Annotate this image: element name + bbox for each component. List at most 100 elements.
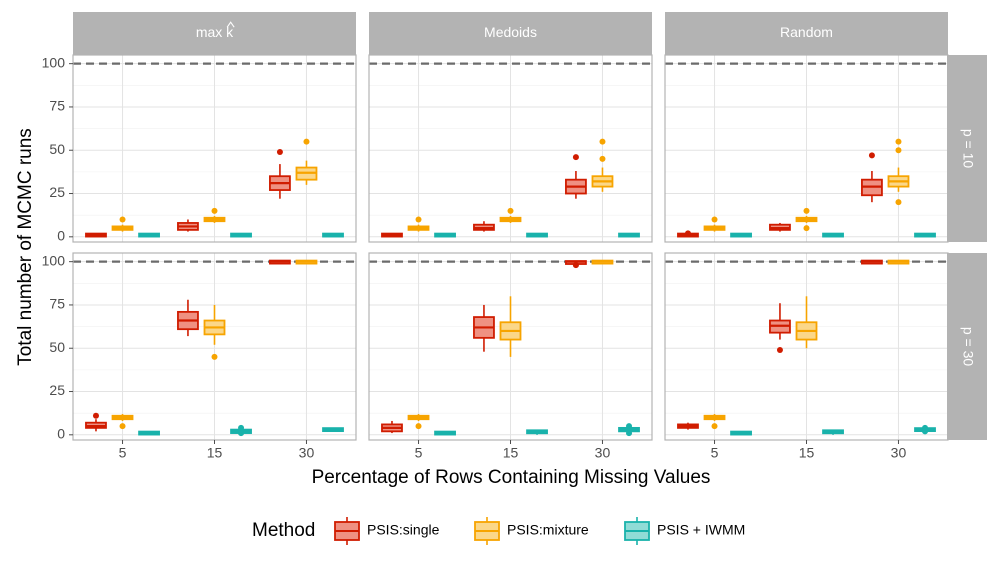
box-psis-iwmm-15 <box>230 232 252 238</box>
strip-background <box>665 12 948 55</box>
hat-accent <box>226 21 235 28</box>
outlier-point <box>211 207 218 214</box>
box-psis-single-15 <box>473 221 495 232</box>
legend-label: PSIS:single <box>367 522 440 538</box>
outlier-point <box>238 424 245 431</box>
x-axis-title: Percentage of Rows Containing Missing Va… <box>312 467 711 488</box>
x-tick-label: 30 <box>299 445 315 461</box>
y-tick-label: 25 <box>49 382 65 398</box>
outlier-point <box>803 225 810 232</box>
box-psis-mixture-15 <box>499 207 522 223</box>
box-psis-iwmm-5 <box>138 232 160 238</box>
box-psis-iwmm-15 <box>822 232 844 238</box>
outlier-point <box>776 346 783 353</box>
x-tick-label: 5 <box>711 445 719 461</box>
box-psis-iwmm-30 <box>618 423 640 437</box>
box-psis-iwmm-30 <box>322 232 344 238</box>
box-psis-mixture-30 <box>295 138 318 185</box>
x-tick-label: 5 <box>415 445 423 461</box>
y-tick-label: 100 <box>42 54 66 70</box>
y-tick-label: 0 <box>57 228 65 244</box>
box-psis-mixture-15 <box>499 296 522 357</box>
outlier-point <box>895 138 902 145</box>
outlier-point <box>868 152 875 159</box>
outlier-point <box>711 423 718 430</box>
outlier-point <box>599 155 606 162</box>
y-tick-label: 75 <box>49 98 65 114</box>
outlier-point <box>415 216 422 223</box>
box-psis-single-5 <box>677 230 699 238</box>
outlier-point <box>572 154 579 161</box>
legend-label: PSIS + IWMM <box>657 522 745 538</box>
outlier-point <box>119 423 126 430</box>
outlier-point <box>895 147 902 154</box>
legend-label: PSIS:mixture <box>507 522 589 538</box>
outlier-point <box>276 148 283 155</box>
panel-p-30-max-k <box>72 252 357 441</box>
box-psis-iwmm-15 <box>230 424 252 437</box>
box-psis-single-15 <box>769 222 791 232</box>
x-tick-label: 30 <box>891 445 907 461</box>
strip-background <box>369 12 652 55</box>
outlier-point <box>626 423 633 430</box>
box-psis-mixture-30 <box>887 259 910 265</box>
outlier-point <box>711 216 718 223</box>
x-tick-label: 30 <box>595 445 611 461</box>
outlier-point <box>119 216 126 223</box>
box-psis-mixture-30 <box>887 138 910 206</box>
box-psis-single-30 <box>861 152 883 203</box>
box-psis-mixture-5 <box>111 216 134 232</box>
y-tick-label: 50 <box>49 339 65 355</box>
box-psis-iwmm-5 <box>730 232 752 238</box>
panel-p-30-medoids <box>368 252 653 441</box>
outlier-point <box>303 138 310 145</box>
outlier-point <box>92 412 99 419</box>
strip-background <box>73 12 356 55</box>
box-psis-iwmm-30 <box>322 427 344 433</box>
box-psis-mixture-5 <box>703 414 726 430</box>
strip-medoids: Medoids <box>369 12 652 55</box>
legend-entry-psis-single: PSIS:single <box>334 517 440 545</box>
box-psis-single-30 <box>565 260 587 269</box>
facet-strips: max k Medoids Random p = 10 p = 30 <box>73 12 987 440</box>
box-psis-single-5 <box>85 412 107 432</box>
panel-p-10-random <box>664 54 949 243</box>
outlier-point <box>238 430 245 437</box>
x-tick-label: 15 <box>207 445 223 461</box>
outlier-point <box>599 138 606 145</box>
box-psis-iwmm-15 <box>526 429 548 435</box>
box-psis-single-30 <box>269 259 291 265</box>
strip-p-30: p = 30 <box>947 253 987 440</box>
strip-label: Random <box>780 24 833 40</box>
box-psis-single-5 <box>381 420 403 434</box>
outlier-point <box>626 430 633 437</box>
outlier-point <box>922 424 929 431</box>
box-psis-mixture-15 <box>203 207 226 223</box>
outlier-point <box>803 207 810 214</box>
legend-title: Method <box>252 520 315 541</box>
box-psis-single-5 <box>85 232 107 238</box>
outlier-point <box>415 423 422 430</box>
strip-max-k: max k <box>73 12 356 55</box>
strip-label: p = 30 <box>960 327 976 367</box>
y-tick-label: 75 <box>49 296 65 312</box>
box-psis-mixture-30 <box>295 259 318 265</box>
strip-label: max k <box>196 24 234 40</box>
panel-p-10-max-k <box>72 54 357 243</box>
outlier-point <box>572 262 579 269</box>
box-psis-single-30 <box>269 148 291 199</box>
box-psis-iwmm-30 <box>914 424 936 435</box>
box-psis-single-5 <box>381 232 403 238</box>
box-psis-mixture-5 <box>703 216 726 232</box>
box-psis-single-15 <box>177 219 199 232</box>
x-tick-label: 5 <box>119 445 127 461</box>
strip-p-10: p = 10 <box>947 55 987 242</box>
box-psis-iwmm-5 <box>138 430 160 436</box>
box-psis-single-30 <box>565 154 587 199</box>
outlier-point <box>895 199 902 206</box>
strip-random: Random <box>665 12 948 55</box>
box-psis-iwmm-5 <box>434 430 456 436</box>
outlier-point <box>211 353 218 360</box>
box-psis-single-15 <box>769 303 791 353</box>
